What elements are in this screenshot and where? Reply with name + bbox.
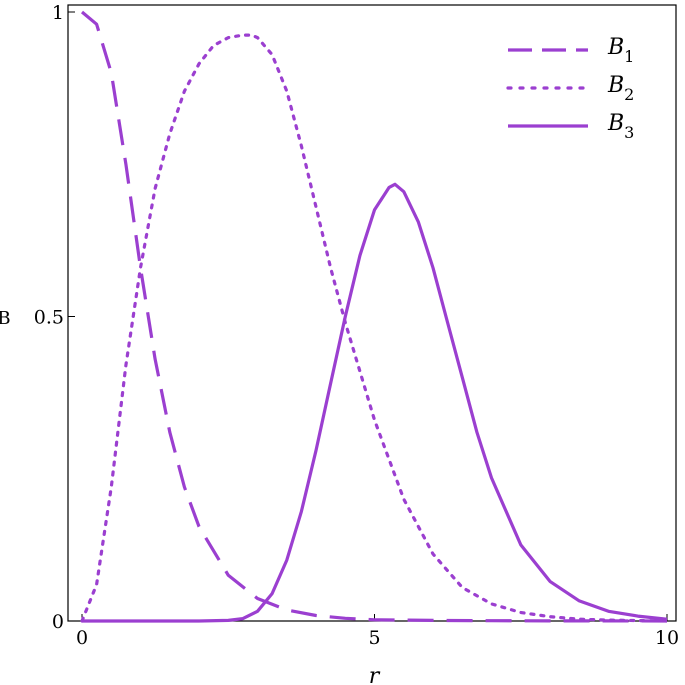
series-line-b2: [80, 33, 669, 623]
legend: B1 B2 B3: [506, 35, 634, 142]
series-line-b1: [80, 10, 668, 623]
x-tick-label: 5: [368, 627, 380, 649]
y-tick-label: 0.5: [34, 307, 64, 329]
y-tick-label: 0: [52, 611, 64, 633]
plot-lines: [80, 10, 669, 623]
y-tick-label: 1: [52, 2, 64, 24]
x-tick-label: 10: [655, 627, 679, 649]
y-axis-label: B: [0, 308, 11, 329]
legend-label-b2: B2: [607, 73, 634, 104]
legend-label-b1: B1: [607, 35, 634, 66]
x-tick-label: 0: [76, 627, 88, 649]
legend-subscript: 1: [624, 47, 634, 66]
legend-subscript: 3: [624, 123, 634, 142]
series-line-b3: [82, 182, 668, 623]
axes: 0 5 10 0 0.5 1: [34, 2, 679, 649]
x-axis-label: r: [369, 664, 381, 685]
legend-label-b3: B3: [607, 111, 634, 142]
plot-frame: [67, 4, 677, 622]
legend-subscript: 2: [624, 85, 634, 104]
